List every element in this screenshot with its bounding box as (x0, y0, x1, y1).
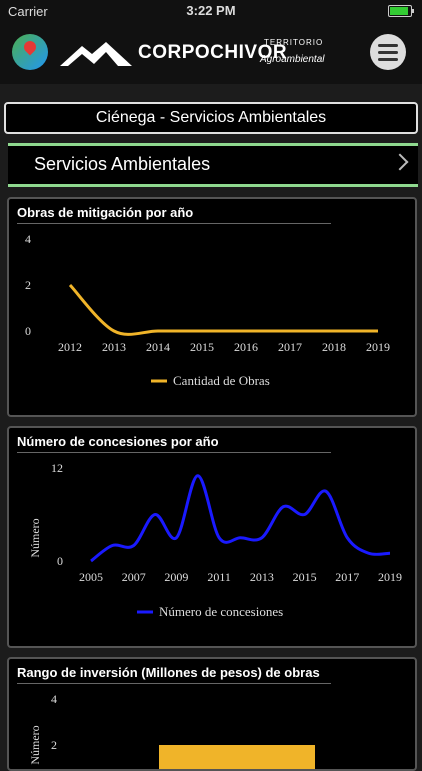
x-tick-label: 2017 (335, 570, 359, 584)
x-tick-label: 2019 (378, 570, 402, 584)
x-tick-label: 2012 (58, 340, 82, 354)
x-tick-label: 2009 (164, 570, 188, 584)
chart-card-obras: Obras de mitigación por año 0 2 4 2012 2013 2… (7, 197, 417, 417)
chart-title: Rango de inversión (Millones de pesos) d… (17, 665, 320, 680)
x-tick-label: 2005 (79, 570, 103, 584)
brand-line1: TERRITORIO (264, 38, 324, 47)
brand-name: CORPOCHIVOR (138, 42, 288, 63)
y-axis-label: Número (28, 725, 42, 764)
carrier-label: Carrier (8, 4, 48, 19)
y-tick-label: 4 (51, 692, 57, 706)
y-tick-label: 2 (25, 278, 31, 292)
bar (159, 745, 315, 769)
chart-title: Número de concesiones por año (17, 434, 219, 449)
y-tick-label: 4 (25, 232, 31, 246)
legend-label: Número de concesiones (159, 604, 283, 619)
status-bar: Carrier 3:22 PM (0, 0, 422, 22)
x-tick-label: 2017 (278, 340, 302, 354)
x-tick-label: 2007 (122, 570, 146, 584)
section-header[interactable]: Servicios Ambientales (8, 143, 418, 187)
battery-icon (388, 5, 414, 17)
chart-card-inversion: Rango de inversión (Millones de pesos) d… (7, 657, 417, 771)
chart-title: Obras de mitigación por año (17, 205, 194, 220)
chart-concesiones: Número 0 12 2005 2007 2009 2011 2013 2015 2017 20… (28, 461, 402, 619)
x-tick-label: 2015 (293, 570, 317, 584)
map-pin-icon[interactable] (12, 34, 48, 70)
x-tick-label: 2018 (322, 340, 346, 354)
legend-label: Cantidad de Obras (173, 373, 270, 388)
x-tick-label: 2016 (234, 340, 258, 354)
app-header: CORPOCHIVOR TERRITORIO Agroambiental (0, 22, 422, 84)
y-tick-label: 0 (25, 324, 31, 338)
x-tick-label: 2019 (366, 340, 390, 354)
series-line-obras (68, 283, 378, 336)
section-title: Servicios Ambientales (34, 154, 211, 174)
hamburger-menu-button[interactable] (370, 34, 406, 70)
x-tick-label: 2015 (190, 340, 214, 354)
x-tick-label: 2014 (146, 340, 170, 354)
y-axis-label: Número (28, 518, 42, 557)
chart-card-concesiones: Número de concesiones por año Número 0 12… (7, 426, 417, 648)
y-tick-label: 12 (51, 461, 63, 475)
y-tick-label: 2 (51, 738, 57, 752)
x-tick-label: 2013 (250, 570, 274, 584)
mountain-logo-icon (60, 42, 132, 66)
chart-inversion: Número 2 4 (28, 692, 315, 769)
y-tick-label: 0 (57, 554, 63, 568)
clock: 3:22 PM (186, 3, 236, 18)
x-tick-label: 2011 (207, 570, 231, 584)
chevron-right-icon[interactable] (391, 153, 409, 171)
chart-obras: 0 2 4 2012 2013 2014 2015 2016 2017 2018 2019 Cant… (25, 232, 390, 388)
brand-logo: CORPOCHIVOR TERRITORIO Agroambiental (60, 34, 350, 74)
x-tick-label: 2013 (102, 340, 126, 354)
brand-line2: Agroambiental (260, 54, 325, 65)
breadcrumb: Ciénega - Servicios Ambientales (4, 102, 418, 134)
series-line-concesiones (90, 474, 391, 563)
